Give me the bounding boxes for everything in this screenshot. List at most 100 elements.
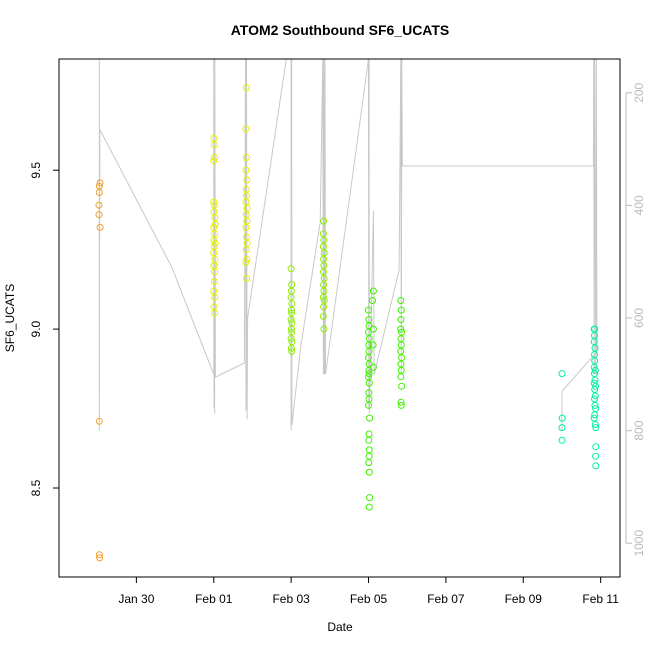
data-point-series-3 [397, 325, 405, 333]
y-tick-label: 9.5 [29, 162, 43, 179]
data-point-series-1 [211, 220, 219, 228]
data-point-series-2 [288, 347, 296, 355]
plot-frame [58, 58, 621, 578]
data-point-series-3 [366, 414, 374, 422]
data-point-series-2 [287, 265, 295, 273]
data-point-series-4 [591, 366, 599, 374]
right-tick-label: 1000 [632, 530, 646, 557]
data-point-series-0 [95, 189, 103, 196]
data-point-series-1 [211, 293, 219, 301]
data-points-layer [95, 84, 600, 562]
data-point-series-4 [592, 462, 600, 470]
data-point-series-1 [211, 154, 219, 161]
data-point-series-1 [242, 84, 250, 92]
data-point-series-1 [243, 176, 251, 184]
data-point-series-4 [592, 452, 600, 460]
data-point-series-4 [592, 382, 600, 390]
data-point-series-0 [95, 417, 103, 425]
data-point-series-2 [320, 325, 328, 333]
data-point-series-4 [558, 436, 566, 444]
data-point-series-4 [558, 370, 566, 378]
data-point-series-2 [319, 293, 327, 301]
x-axis-label: Date [327, 620, 353, 634]
data-point-series-1 [210, 157, 218, 165]
data-point-series-3 [369, 287, 377, 295]
data-point-series-3 [365, 503, 373, 511]
data-point-series-3 [397, 306, 405, 314]
data-point-series-2 [287, 335, 295, 343]
y-tick-label: 9.0 [29, 320, 43, 337]
data-point-series-0 [96, 554, 104, 562]
y-axis-label: SF6_UCATS [3, 284, 17, 352]
data-point-series-3 [397, 297, 405, 304]
x-tick-label: Feb 11 [582, 592, 619, 606]
data-point-series-3 [365, 430, 373, 438]
data-point-series-3 [369, 341, 377, 349]
data-point-series-3 [365, 436, 373, 444]
data-point-series-3 [369, 363, 377, 371]
data-point-series-3 [365, 379, 373, 387]
data-point-series-0 [95, 551, 103, 559]
data-point-series-3 [365, 401, 372, 409]
data-point-series-4 [558, 414, 566, 422]
data-point-series-1 [210, 278, 218, 285]
data-point-series-4 [590, 414, 598, 422]
x-tick-label: Feb 01 [195, 592, 233, 606]
data-point-series-1 [211, 309, 219, 317]
data-point-series-2 [320, 303, 328, 311]
data-point-series-1 [242, 258, 250, 266]
x-tick-label: Feb 05 [350, 592, 388, 606]
data-point-series-2 [320, 217, 328, 225]
data-point-series-3 [397, 373, 405, 381]
data-point-series-3 [397, 401, 405, 409]
data-point-series-1 [242, 166, 250, 174]
data-point-series-4 [592, 443, 600, 451]
data-point-series-2 [287, 306, 295, 314]
data-point-series-1 [210, 141, 218, 149]
right-tick-label: 600 [632, 308, 646, 328]
data-point-series-3 [365, 446, 373, 454]
pressure-track-line [98, 59, 598, 431]
axes-layer: Jan 30 Feb 01 Feb 03 Feb 05 Feb 07 Feb 09 Feb … [29, 82, 646, 606]
y-tick-label: 8.5 [29, 479, 43, 496]
data-point-series-2 [287, 344, 295, 352]
data-point-series-3 [365, 468, 373, 476]
right-tick-label: 800 [632, 420, 646, 440]
data-point-series-1 [243, 255, 251, 263]
data-point-series-1 [210, 198, 218, 206]
data-point-series-3 [369, 325, 377, 333]
data-point-series-1 [242, 198, 250, 206]
data-point-series-0 [96, 179, 104, 187]
chart-title: ATOM2 Southbound SF6_UCATS [231, 22, 450, 38]
data-point-series-1 [242, 246, 250, 254]
data-point-series-3 [365, 370, 373, 378]
data-point-series-1 [242, 125, 250, 133]
data-point-series-1 [242, 223, 250, 231]
x-tick-label: Feb 07 [427, 592, 465, 606]
x-tick-label: Jan 30 [118, 592, 154, 606]
data-point-series-4 [591, 421, 599, 428]
data-point-series-4 [591, 401, 599, 409]
data-point-series-1 [211, 239, 219, 247]
data-point-series-3 [366, 494, 374, 502]
data-point-series-0 [95, 211, 103, 219]
x-tick-label: Feb 03 [272, 592, 310, 606]
x-tick-label: Feb 09 [505, 592, 543, 606]
data-point-series-4 [591, 411, 599, 419]
data-point-series-3 [365, 452, 373, 460]
data-point-series-1 [243, 274, 250, 282]
data-point-series-2 [319, 312, 327, 320]
data-point-series-3 [397, 316, 405, 324]
data-point-series-0 [95, 201, 103, 209]
data-point-series-3 [397, 398, 405, 406]
right-tick-label: 400 [632, 195, 646, 215]
right-tick-label: 200 [632, 82, 646, 102]
data-point-series-4 [558, 424, 566, 432]
data-point-series-4 [592, 424, 600, 432]
data-point-series-4 [591, 392, 599, 400]
pressure-track-layer [98, 59, 598, 431]
data-point-series-1 [210, 262, 218, 270]
data-point-series-2 [287, 316, 295, 324]
data-point-series-0 [96, 223, 104, 231]
